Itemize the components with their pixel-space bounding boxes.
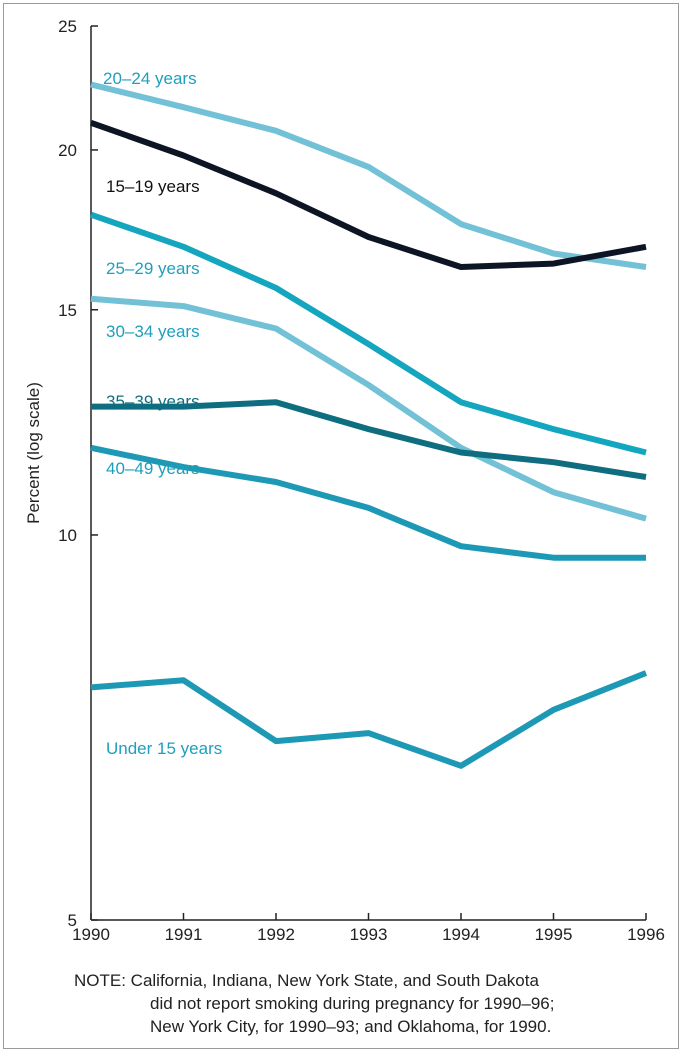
series-line-2 xyxy=(90,211,647,456)
chart-note: NOTE: California, Indiana, New York Stat… xyxy=(74,969,674,1038)
series-label-6: Under 15 years xyxy=(106,739,222,758)
x-tick-label: 1994 xyxy=(442,925,480,944)
series-line-1 xyxy=(90,119,647,270)
y-tick-label: 5 xyxy=(68,911,77,930)
series-label-5: 40–49 years xyxy=(106,459,200,478)
x-tick-label: 1991 xyxy=(165,925,203,944)
note-line-2: did not report smoking during pregnancy … xyxy=(150,994,555,1013)
line-chart: 5 10 15 20 25 1990 1991 1992 1993 1994 1995 1996 20… xyxy=(24,17,665,944)
series-lines xyxy=(90,81,648,769)
x-tick-label: 1993 xyxy=(350,925,388,944)
series-label-2: 25–29 years xyxy=(106,259,200,278)
y-tick-label: 15 xyxy=(58,301,77,320)
y-tick-label: 25 xyxy=(58,17,77,36)
x-tick-label: 1996 xyxy=(627,925,665,944)
x-tick-label: 1992 xyxy=(257,925,295,944)
y-tick-label: 20 xyxy=(58,141,77,160)
series-label-0: 20–24 years xyxy=(103,69,197,88)
series-line-3 xyxy=(90,295,647,522)
x-tick-label: 1995 xyxy=(535,925,573,944)
series-line-6 xyxy=(90,670,648,769)
series-line-5 xyxy=(90,444,646,561)
note-line-1: NOTE: California, Indiana, New York Stat… xyxy=(74,971,539,990)
y-axis-label: Percent (log scale) xyxy=(24,382,43,524)
series-labels: 20–24 years 15–19 years 25–29 years 30–34 y… xyxy=(103,69,222,758)
note-line-3: New York City, for 1990–93; and Oklahoma… xyxy=(150,1017,552,1036)
chart-frame: 5 10 15 20 25 1990 1991 1992 1993 1994 1995 1996 20… xyxy=(3,3,679,1049)
series-label-1: 15–19 years xyxy=(106,177,200,196)
series-label-4: 35–39 years xyxy=(106,392,200,411)
series-line-0 xyxy=(90,81,647,270)
y-tick-label: 10 xyxy=(58,526,77,545)
series-line-4 xyxy=(91,399,647,480)
series-label-3: 30–34 years xyxy=(106,322,200,341)
x-tick-label: 1990 xyxy=(72,925,110,944)
axes: 5 10 15 20 25 1990 1991 1992 1993 1994 1995 1996 xyxy=(58,17,665,944)
